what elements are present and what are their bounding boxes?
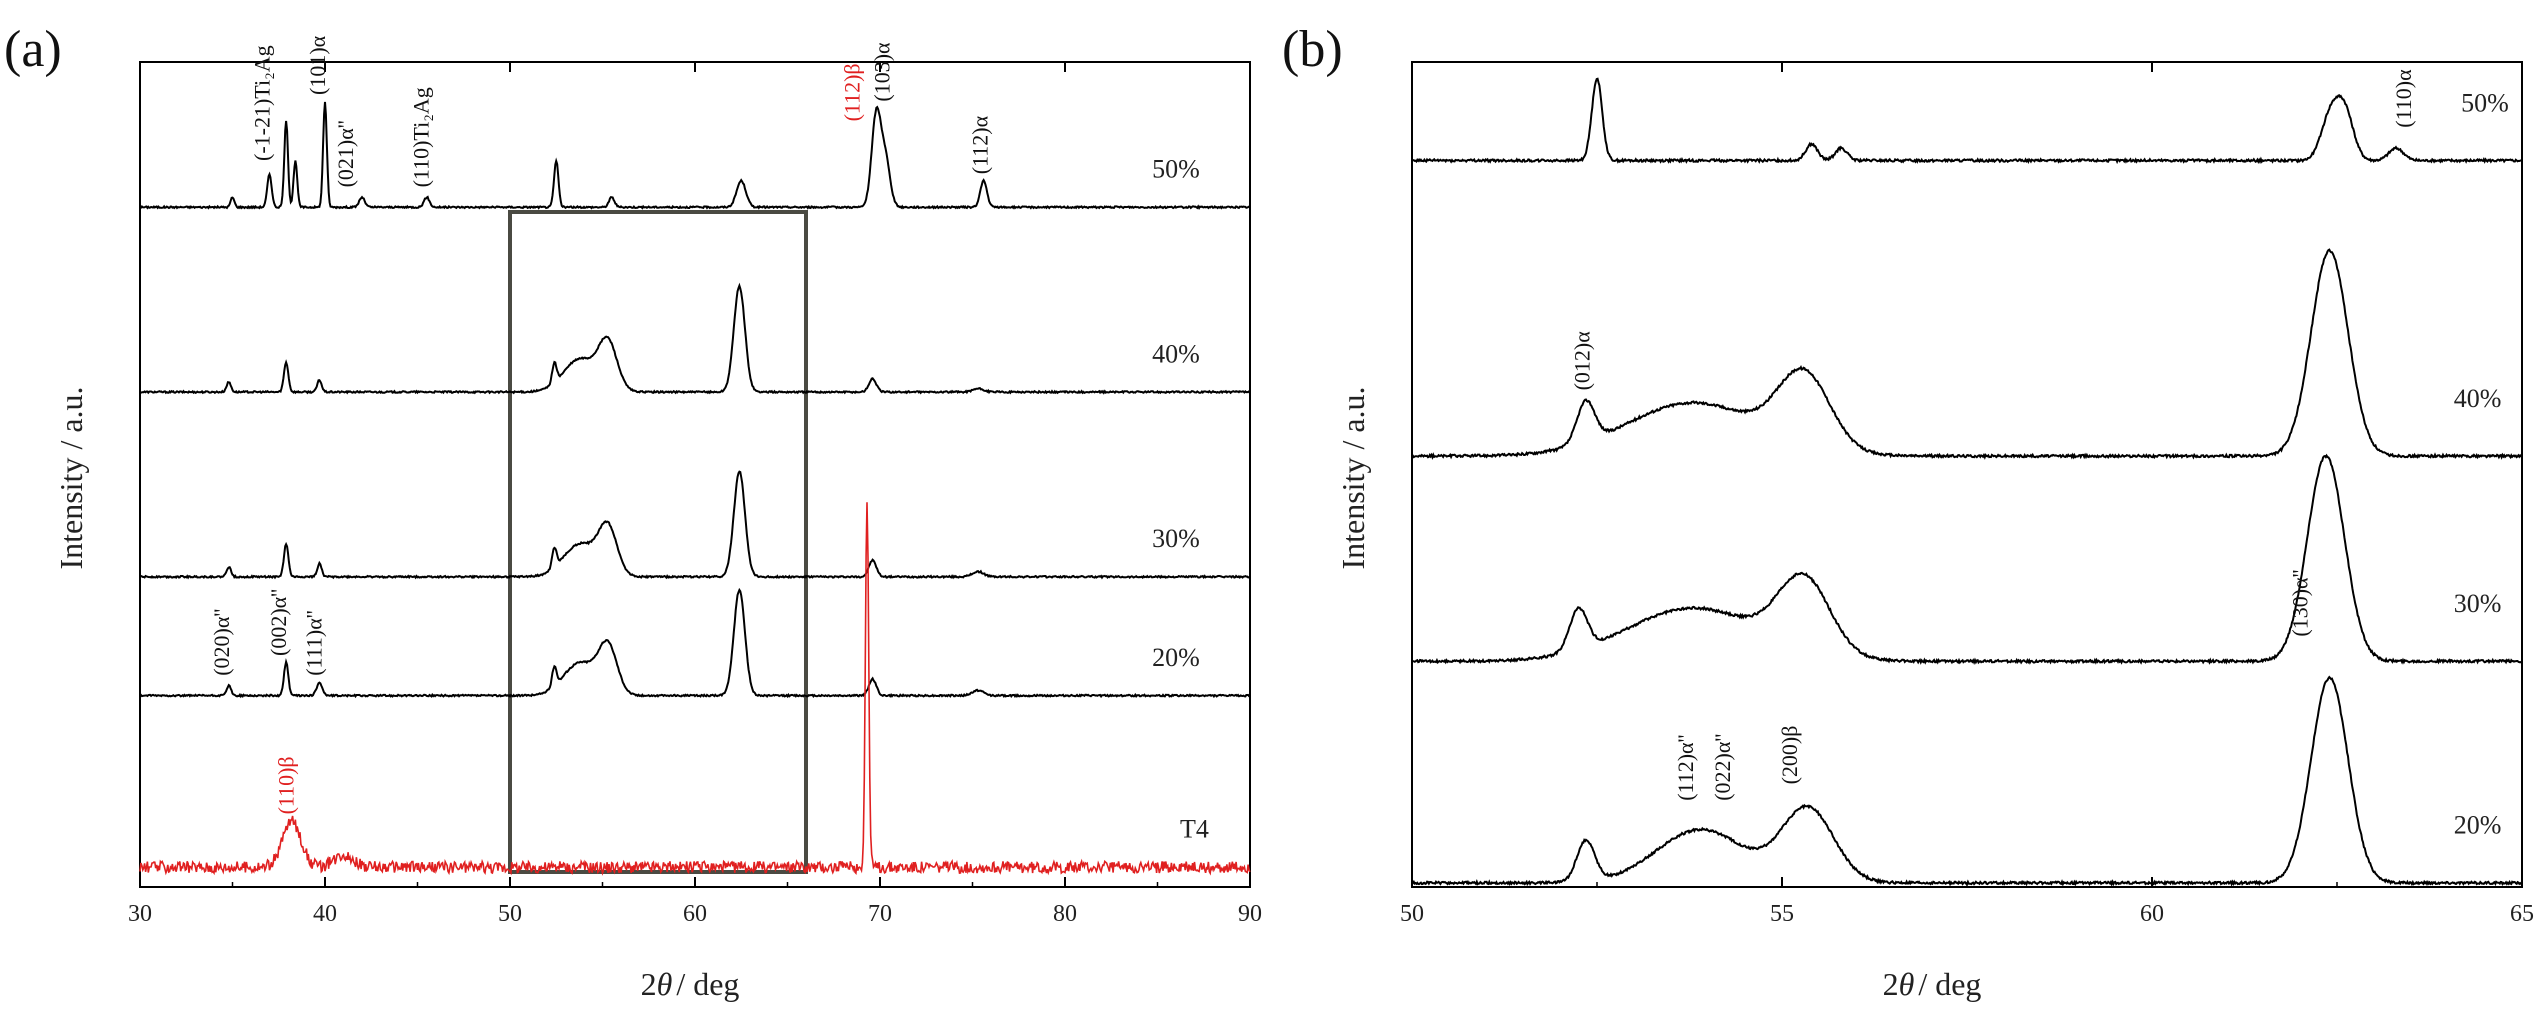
right-plot-frame — [1411, 61, 2523, 888]
x-tick-label: 50 — [498, 901, 522, 927]
series-label: 40% — [1152, 339, 1200, 368]
x-tick-label: 50 — [1400, 901, 1424, 927]
x-tick-label: 65 — [2510, 901, 2534, 927]
peak-annotation: (110)α — [2391, 69, 2416, 128]
left-plot-frame — [139, 61, 1251, 888]
peak-annotation: (021)α'' — [333, 120, 358, 187]
x-tick-label: 80 — [1053, 901, 1077, 927]
panel-label-a: (a) — [4, 21, 62, 78]
peak-annotation: (012)α — [1570, 331, 1595, 391]
series-line-T4 — [139, 502, 1251, 876]
peak-annotation: (-1-21)Ti₂Ag — [250, 45, 275, 161]
series-line-50pct — [139, 101, 1251, 210]
x-tick-label: 30 — [128, 901, 152, 927]
left-ylabel: Intensity / a.u. — [53, 386, 89, 569]
x-tick-label: 90 — [1238, 901, 1262, 927]
peak-annotation: (110)Ti₂Ag — [409, 87, 434, 187]
peak-annotation: (022)α'' — [1710, 734, 1735, 801]
right-xlabel: 2θ / deg — [1883, 966, 1982, 1002]
peak-annotation: (112)α'' — [1673, 734, 1698, 800]
right-plot: 50 55 60 65 50% 40% 30% 20% (110)α (012)α (112)α''… — [1400, 62, 2534, 927]
series-label: 20% — [1152, 643, 1200, 672]
x-tick-label: 55 — [1770, 901, 1794, 927]
series-label: 40% — [2454, 384, 2502, 413]
series-label: 20% — [2454, 811, 2502, 840]
peak-annotation: (111)α'' — [301, 610, 326, 676]
peak-annotation: (110)β — [274, 756, 299, 814]
series-line-40pct — [1411, 248, 2523, 460]
series-label: T4 — [1180, 815, 1209, 844]
left-xlabel: 2θ / deg — [641, 966, 740, 1002]
series-label: 30% — [2454, 589, 2502, 618]
left-plot: 30 40 50 60 70 80 90 50% 40% 30% 20% T4 (-1-21)Ti₂Ag… — [128, 35, 1262, 927]
series-line-20pct — [1411, 675, 2523, 887]
panel-label-b: (b) — [1282, 21, 1343, 78]
series-label: 50% — [1152, 155, 1200, 184]
peak-annotation: (112)β — [840, 63, 865, 121]
series-line-20pct — [139, 587, 1251, 699]
series-line-30pct — [139, 470, 1251, 580]
peak-annotation: (002)α'' — [266, 589, 291, 656]
peak-annotation: (130)α'' — [2287, 569, 2312, 636]
series-label: 30% — [1152, 524, 1200, 553]
x-tick-label: 70 — [868, 901, 892, 927]
series-line-40pct — [139, 282, 1251, 395]
x-tick-label: 60 — [683, 901, 707, 927]
zoom-region-box — [508, 210, 808, 874]
x-tick-label: 40 — [313, 901, 337, 927]
series-line-50pct — [1411, 77, 2523, 165]
peak-annotation: (103)α — [869, 42, 894, 102]
peak-annotation: (101)α — [305, 35, 330, 95]
series-line-30pct — [1412, 453, 2523, 666]
peak-annotation: (020)α'' — [209, 609, 234, 676]
peak-annotation: (112)α — [967, 115, 992, 174]
right-ylabel: Intensity / a.u. — [1335, 386, 1371, 569]
series-label: 50% — [2461, 88, 2509, 117]
x-tick-label: 60 — [2140, 901, 2164, 927]
peak-annotation: (200)β — [1777, 726, 1802, 785]
